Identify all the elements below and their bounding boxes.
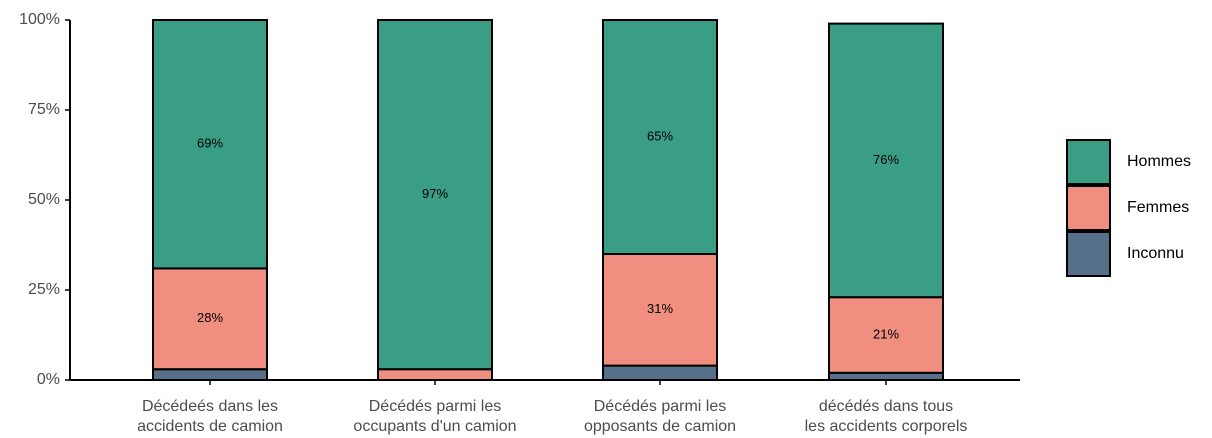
bar-segment bbox=[602, 364, 718, 382]
bar-segment bbox=[377, 19, 493, 371]
value-label: 21% bbox=[873, 326, 899, 341]
legend-label: Hommes bbox=[1127, 153, 1191, 170]
x-tick-label: accidents de camion bbox=[137, 418, 283, 435]
value-label: 69% bbox=[197, 136, 223, 151]
y-tick-label: 0% bbox=[37, 371, 60, 388]
legend-label: Inconnu bbox=[1127, 245, 1184, 262]
value-label: 65% bbox=[647, 128, 673, 143]
bar-segment bbox=[602, 19, 718, 255]
value-label: 28% bbox=[197, 310, 223, 325]
bar-segment bbox=[602, 253, 718, 367]
legend-swatch bbox=[1066, 185, 1111, 231]
bar-segment bbox=[377, 368, 493, 382]
x-tick-label: Décédeés dans les bbox=[142, 398, 278, 415]
legend-swatch bbox=[1066, 231, 1111, 277]
x-tick-label: Décédés parmi les bbox=[369, 398, 502, 415]
bar-segment bbox=[152, 267, 268, 371]
value-label: 31% bbox=[647, 301, 673, 316]
bar-segment bbox=[152, 368, 268, 382]
y-tick-label: 25% bbox=[28, 281, 60, 298]
x-tick-label: décédés dans tous bbox=[819, 398, 953, 415]
legend-swatch bbox=[1066, 139, 1111, 185]
x-tick-label: les accidents corporels bbox=[805, 418, 968, 435]
y-tick-label: 50% bbox=[28, 191, 60, 208]
value-label: 97% bbox=[422, 186, 448, 201]
y-tick-label: 100% bbox=[19, 11, 60, 28]
legend-label: Femmes bbox=[1127, 199, 1189, 216]
x-tick-label: Décédés parmi les bbox=[594, 398, 727, 415]
bar-segment bbox=[828, 371, 944, 381]
value-label: 76% bbox=[873, 152, 899, 167]
x-tick-label: occupants d'un camion bbox=[353, 418, 516, 435]
bar-segment bbox=[152, 19, 268, 270]
x-tick-label: opposants de camion bbox=[584, 418, 736, 435]
bar-segment bbox=[828, 22, 944, 299]
y-tick-label: 75% bbox=[28, 101, 60, 118]
